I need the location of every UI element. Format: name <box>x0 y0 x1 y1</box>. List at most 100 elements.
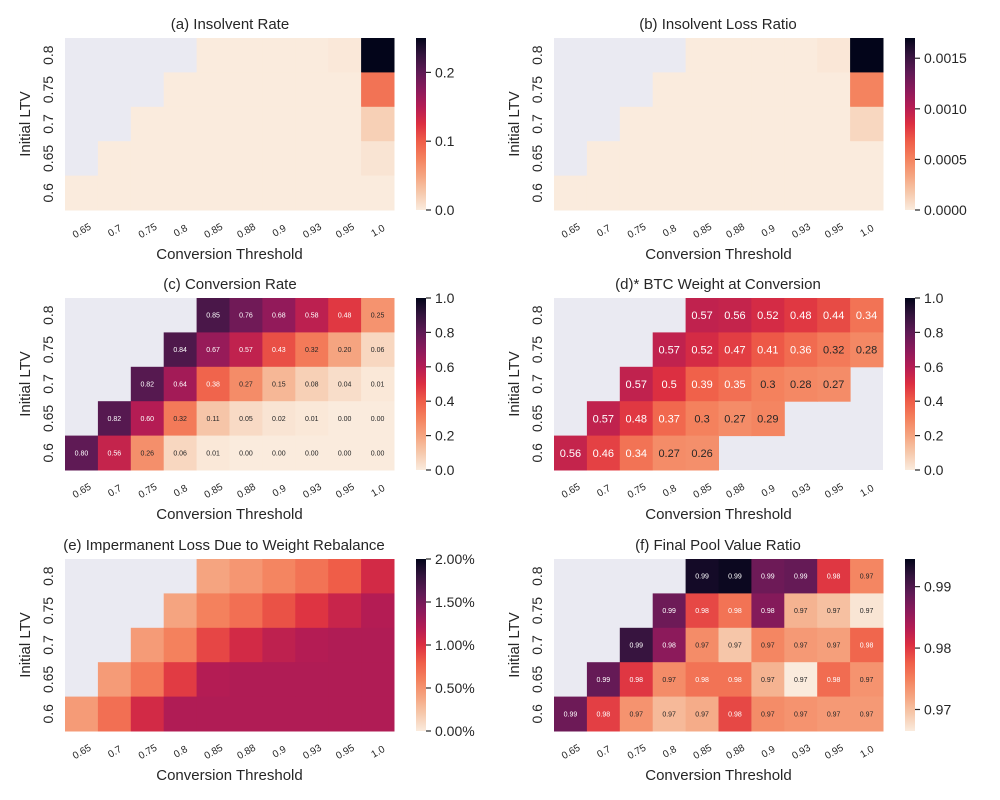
colorbar <box>416 298 426 470</box>
cell-annotation: 0.97 <box>827 608 841 615</box>
heatmap-cell <box>130 696 165 732</box>
x-tick-label: 0.88 <box>725 481 748 500</box>
heatmap-cell <box>751 366 785 402</box>
heatmap-cell <box>784 298 818 333</box>
x-tick-label: 0.88 <box>725 221 748 240</box>
heatmap-cell <box>229 662 263 698</box>
heatmap-cell <box>619 175 654 211</box>
cell-annotation: 0.97 <box>728 643 742 650</box>
heatmap-cell <box>784 106 818 142</box>
y-tick-label: 0.8 <box>40 45 56 65</box>
heatmap-cell <box>784 627 818 663</box>
heatmap-cell <box>196 141 230 177</box>
heatmap-cell <box>850 38 884 73</box>
heatmap-cell <box>718 559 752 594</box>
heatmap-cell <box>328 696 362 732</box>
y-tick-label: 0.7 <box>529 635 545 655</box>
heatmap-cell <box>784 366 818 402</box>
heatmap-cell <box>685 593 719 629</box>
heatmap-panel-a: (a) Insolvent Rate 0.65 0.7 0.75 0.8 0.85 0.88… <box>17 16 455 263</box>
x-axis-label: Conversion Threshold <box>156 506 302 523</box>
heatmap-cell <box>817 141 851 177</box>
heatmap-cell <box>361 401 395 437</box>
x-tick-label: 0.85 <box>203 481 226 500</box>
cell-annotation: 0.99 <box>794 574 808 581</box>
heatmap-cell <box>229 38 263 73</box>
heatmap-cell <box>163 401 198 437</box>
heatmap-cell <box>328 435 362 471</box>
heatmap-cell <box>262 332 296 368</box>
cell-annotation: 0.97 <box>860 574 874 581</box>
cell-annotation: 0.32 <box>823 345 844 357</box>
x-tick-label: 0.88 <box>725 742 748 761</box>
heatmap-cell <box>817 106 851 142</box>
cell-annotation: 0.47 <box>724 345 745 357</box>
x-tick-label: 0.88 <box>236 742 259 761</box>
heatmap-cell <box>361 106 395 142</box>
cell-annotation: 0.97 <box>827 711 841 718</box>
cell-annotation: 0.44 <box>823 310 844 322</box>
heatmap-cell <box>229 435 263 471</box>
heatmap-cell <box>685 435 719 471</box>
cell-annotation: 0.06 <box>371 347 385 354</box>
heatmap-cell <box>262 627 296 663</box>
heatmap-cell <box>196 627 230 663</box>
colorbar-tick-label: 0.0010 <box>924 101 967 117</box>
heatmap-cell <box>850 141 884 177</box>
colorbar-tick-label: 0.0 <box>435 462 455 478</box>
heatmap-cell <box>751 559 785 594</box>
colorbar-tick-label: 0.0 <box>435 202 455 218</box>
panel-title: (f) Final Pool Value Ratio <box>635 537 801 554</box>
heatmap-cell <box>361 141 395 177</box>
y-axis-label: Initial LTV <box>506 612 523 678</box>
cell-annotation: 0.99 <box>728 574 742 581</box>
heatmap-cell <box>718 298 752 333</box>
x-tick-label: 0.65 <box>560 481 583 500</box>
panel-title: (c) Conversion Rate <box>163 276 296 293</box>
cell-annotation: 0.56 <box>108 450 122 457</box>
x-tick-label: 0.93 <box>301 481 324 500</box>
x-axis-label: Conversion Threshold <box>156 767 302 784</box>
heatmap-cell <box>361 298 395 333</box>
x-tick-label: 0.8 <box>661 483 679 500</box>
x-tick-label: 0.95 <box>823 221 846 240</box>
cell-annotation: 0.57 <box>593 413 614 425</box>
colorbar-tick-label: 0.0005 <box>924 151 967 167</box>
y-tick-label: 0.7 <box>529 114 545 134</box>
colorbar <box>905 298 915 470</box>
cell-annotation: 0.98 <box>728 677 742 684</box>
cell-annotation: 0.99 <box>629 643 643 650</box>
heatmap-cell <box>718 72 752 108</box>
heatmap-cell <box>685 106 719 142</box>
heatmap-cell <box>685 175 719 211</box>
heatmap-cell <box>130 175 165 211</box>
y-tick-label: 0.6 <box>529 704 545 724</box>
heatmap-cell <box>229 401 263 437</box>
heatmap-cell <box>196 175 230 211</box>
heatmap-panel-e: (e) Impermanent Loss Due to Weight Rebal… <box>17 537 475 784</box>
heatmap-cell <box>328 332 362 368</box>
heatmap-cell <box>361 175 395 211</box>
colorbar <box>905 559 915 731</box>
heatmap-cell <box>751 175 785 211</box>
x-tick-label: 0.9 <box>760 483 778 500</box>
cell-annotation: 0.56 <box>724 310 745 322</box>
heatmap-cell <box>130 401 165 437</box>
x-tick-label: 0.93 <box>301 221 324 240</box>
heatmap-cell <box>361 38 395 73</box>
x-tick-label: 0.75 <box>137 481 160 500</box>
heatmap-cell <box>361 662 395 698</box>
heatmap-cell <box>361 366 395 402</box>
colorbar-tick-label: 0.2 <box>435 64 455 80</box>
cell-annotation: 0.32 <box>305 347 319 354</box>
heatmap-cell <box>718 696 752 732</box>
colorbar-tick-label: 1.50% <box>435 594 475 610</box>
heatmap-cell <box>328 298 362 333</box>
x-tick-label: 0.7 <box>106 223 124 240</box>
heatmap-cell <box>295 106 329 142</box>
heatmap-cell <box>685 401 719 437</box>
y-axis-label: Initial LTV <box>17 612 34 678</box>
cell-annotation: 0.00 <box>371 416 385 423</box>
cell-annotation: 0.00 <box>338 450 352 457</box>
cell-annotation: 0.52 <box>691 345 712 357</box>
